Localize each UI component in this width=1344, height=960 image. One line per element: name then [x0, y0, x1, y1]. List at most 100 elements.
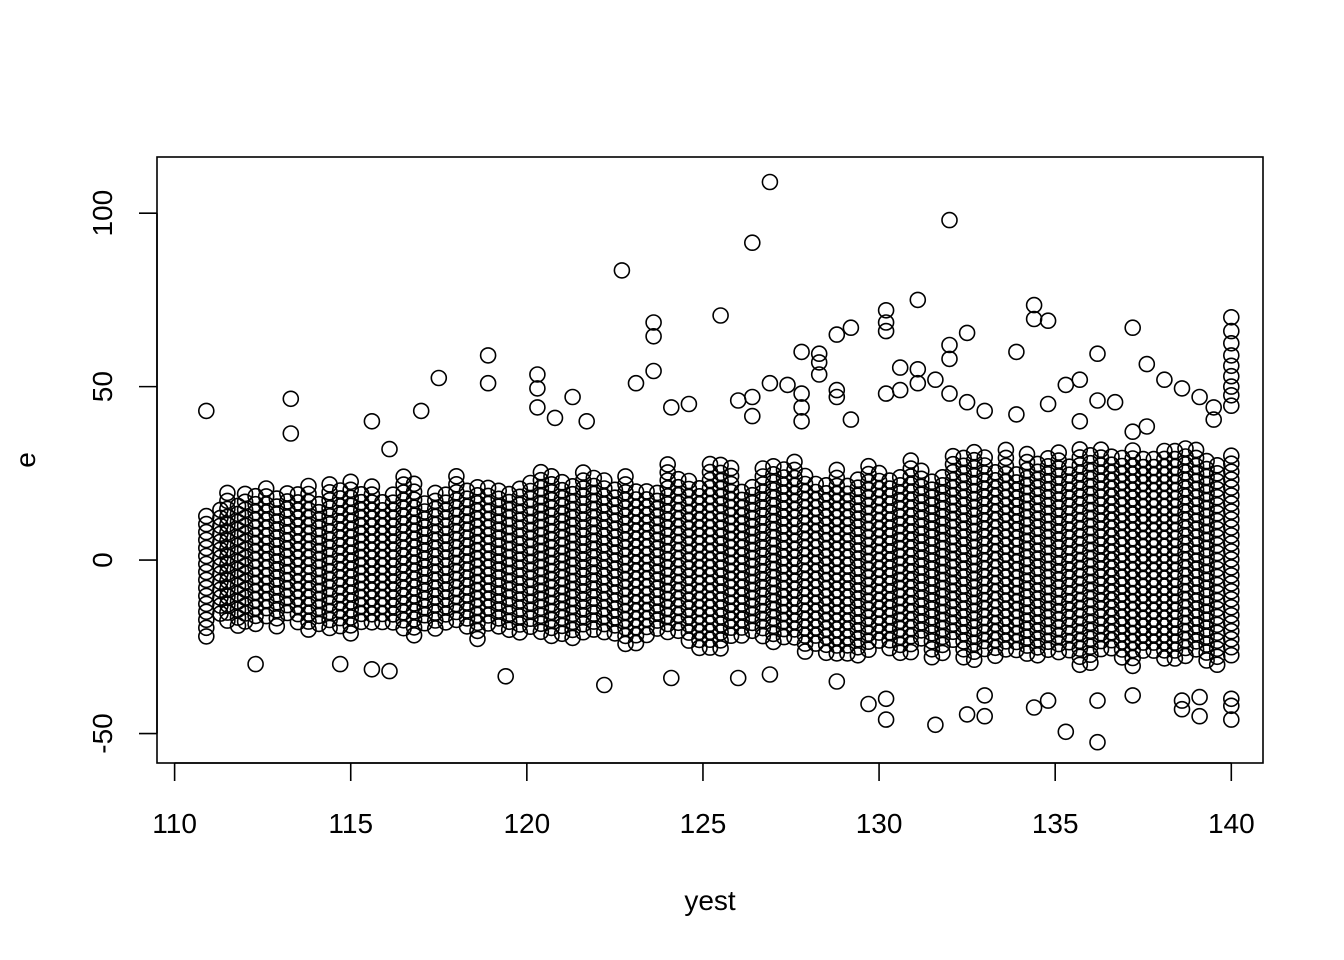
- data-point: [881, 552, 898, 569]
- data-point: [1198, 596, 1215, 614]
- data-point: [923, 545, 941, 562]
- data-point: [1223, 697, 1240, 715]
- data-point: [1156, 546, 1173, 564]
- data-point: [219, 548, 236, 566]
- data-point: [585, 581, 603, 599]
- data-point: [934, 468, 951, 486]
- data-point: [1071, 371, 1089, 389]
- data-point: [236, 541, 254, 559]
- data-point: [1082, 454, 1099, 472]
- data-point: [877, 690, 895, 708]
- data-point: [765, 521, 782, 539]
- data-point: [532, 503, 550, 521]
- data-point: [1071, 600, 1089, 618]
- y-tick-label: 100: [87, 190, 118, 237]
- data-point: [236, 573, 254, 590]
- data-point: [877, 322, 895, 340]
- data-point: [511, 568, 529, 585]
- data-point: [405, 483, 423, 501]
- data-point: [1008, 482, 1025, 499]
- data-point: [923, 640, 941, 658]
- data-point: [300, 605, 317, 622]
- data-point: [268, 522, 286, 539]
- data-point: [574, 615, 592, 633]
- data-point: [1071, 560, 1089, 578]
- data-point: [712, 464, 729, 482]
- data-point: [363, 412, 381, 430]
- data-point: [955, 457, 972, 475]
- data-point: [553, 521, 571, 539]
- data-point: [416, 574, 434, 592]
- data-point: [828, 517, 846, 535]
- data-point: [412, 402, 430, 420]
- data-point: [381, 662, 398, 680]
- data-point: [1029, 599, 1046, 616]
- data-point: [1166, 506, 1184, 524]
- data-point: [965, 563, 983, 581]
- data-point: [595, 676, 613, 694]
- data-point: [955, 593, 972, 610]
- data-point: [796, 587, 814, 605]
- data-point: [1187, 617, 1205, 634]
- data-point: [1124, 687, 1141, 704]
- data-point: [1082, 614, 1099, 632]
- data-point: [923, 648, 941, 666]
- data-point: [1082, 494, 1099, 512]
- data-point: [574, 528, 592, 545]
- data-point: [912, 614, 930, 631]
- data-point: [585, 605, 603, 622]
- data-point: [729, 392, 747, 409]
- data-point: [1039, 625, 1057, 643]
- data-point: [574, 504, 592, 521]
- data-point: [923, 537, 941, 554]
- data-point: [522, 586, 539, 604]
- data-point: [1082, 526, 1099, 544]
- data-point: [1166, 634, 1184, 651]
- data-point: [849, 495, 867, 513]
- data-point: [691, 607, 708, 625]
- data-point: [1029, 551, 1046, 568]
- data-point: [257, 567, 275, 585]
- data-point: [1071, 624, 1089, 642]
- data-point: [219, 516, 236, 534]
- data-point: [416, 566, 434, 584]
- data-point: [712, 307, 729, 324]
- data-point: [1223, 590, 1240, 608]
- data-point: [219, 604, 236, 621]
- data-point: [1223, 567, 1240, 584]
- data-point: [479, 495, 497, 513]
- data-point: [934, 620, 951, 638]
- data-point: [796, 603, 814, 621]
- data-point: [522, 554, 539, 572]
- data-point: [1071, 576, 1089, 594]
- data-point: [1039, 489, 1057, 507]
- data-point: [1145, 586, 1163, 604]
- data-point: [955, 481, 972, 499]
- data-point: [553, 593, 571, 611]
- data-point: [912, 462, 930, 480]
- data-point: [247, 607, 264, 625]
- data-point: [384, 534, 402, 551]
- data-point: [247, 535, 264, 553]
- data-point: [976, 687, 994, 704]
- data-point: [553, 545, 571, 563]
- data-point: [458, 618, 476, 635]
- data-point: [627, 483, 645, 500]
- data-point: [532, 535, 550, 553]
- data-point: [1039, 609, 1057, 627]
- data-point: [828, 565, 846, 583]
- data-point: [247, 543, 264, 561]
- data-point: [1071, 632, 1089, 650]
- data-point: [300, 533, 317, 551]
- data-point: [479, 503, 497, 521]
- data-point: [310, 615, 328, 633]
- data-point: [1156, 594, 1173, 611]
- data-point: [965, 451, 983, 469]
- data-point: [1071, 480, 1089, 498]
- data-point: [405, 626, 423, 644]
- data-point: [1071, 412, 1089, 430]
- data-point: [860, 695, 877, 713]
- data-point: [955, 537, 972, 554]
- data-point: [1187, 601, 1205, 618]
- data-point: [1156, 458, 1173, 476]
